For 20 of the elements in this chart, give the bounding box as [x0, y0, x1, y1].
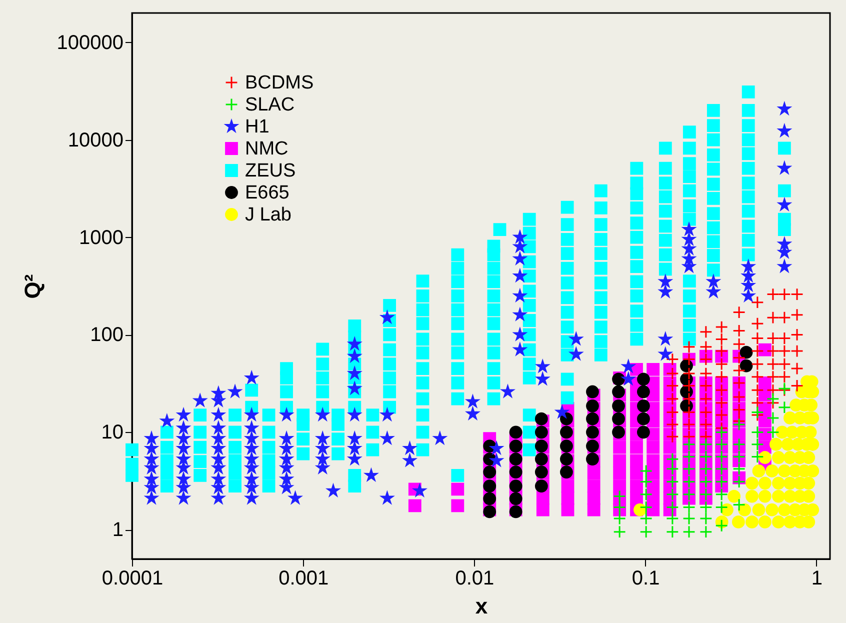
x-tick-label: 0.1: [632, 568, 660, 590]
legend-label: E665: [245, 182, 290, 204]
legend-label: J Lab: [245, 204, 292, 226]
y-tick-label: 1000: [79, 226, 124, 249]
legend-label: BCDMS: [245, 72, 314, 94]
y-tick-label: 10: [101, 422, 124, 444]
legend-label: NMC: [245, 138, 288, 160]
y-tick-label: 10000: [68, 129, 124, 152]
y-tick-label: 1: [112, 519, 124, 542]
x-tick-label: 0.01: [455, 568, 494, 590]
x-tick-label: 1: [811, 568, 823, 590]
y-tick-label: 100000: [56, 32, 124, 54]
legend-label: ZEUS: [245, 160, 296, 182]
y-tick-label: 100: [90, 324, 124, 346]
y-axis-title: Q²: [20, 274, 45, 299]
x-axis-title: x: [475, 594, 488, 618]
x-tick-label: 0.0001: [102, 568, 164, 590]
legend-label: SLAC: [245, 94, 295, 116]
legend-label: H1: [245, 116, 270, 138]
x-tick-label: 0.001: [278, 568, 329, 590]
